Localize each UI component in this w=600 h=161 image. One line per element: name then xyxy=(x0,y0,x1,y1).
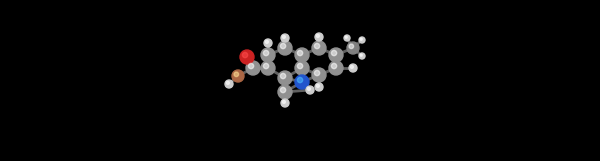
Circle shape xyxy=(347,42,359,54)
Circle shape xyxy=(234,72,239,77)
Circle shape xyxy=(359,53,365,59)
Circle shape xyxy=(349,64,357,72)
Circle shape xyxy=(232,70,244,82)
Circle shape xyxy=(329,48,343,62)
Circle shape xyxy=(295,61,309,75)
Circle shape xyxy=(312,68,326,82)
Circle shape xyxy=(349,44,353,49)
Circle shape xyxy=(298,50,303,56)
Circle shape xyxy=(261,61,275,75)
Circle shape xyxy=(242,52,248,58)
Circle shape xyxy=(298,77,303,83)
Circle shape xyxy=(246,61,260,75)
Circle shape xyxy=(307,87,310,90)
Circle shape xyxy=(280,73,286,79)
Circle shape xyxy=(240,50,254,64)
Circle shape xyxy=(283,100,286,103)
Circle shape xyxy=(278,71,292,85)
Circle shape xyxy=(280,87,286,93)
Circle shape xyxy=(331,50,337,56)
Circle shape xyxy=(316,84,319,87)
Circle shape xyxy=(329,61,343,75)
Circle shape xyxy=(314,43,320,49)
Circle shape xyxy=(263,50,269,56)
Circle shape xyxy=(226,81,229,84)
Circle shape xyxy=(345,36,347,38)
Circle shape xyxy=(359,37,365,43)
Circle shape xyxy=(295,75,309,89)
Circle shape xyxy=(360,54,362,56)
Circle shape xyxy=(225,80,233,88)
Circle shape xyxy=(295,48,309,62)
Circle shape xyxy=(261,48,275,62)
Circle shape xyxy=(312,41,326,55)
Circle shape xyxy=(306,86,314,94)
Circle shape xyxy=(278,85,292,99)
Circle shape xyxy=(283,35,286,38)
Circle shape xyxy=(264,39,272,47)
Circle shape xyxy=(350,65,353,68)
Circle shape xyxy=(265,40,268,43)
Circle shape xyxy=(278,41,292,55)
Circle shape xyxy=(298,63,303,69)
Circle shape xyxy=(314,70,320,76)
Circle shape xyxy=(360,38,362,40)
Circle shape xyxy=(263,63,269,69)
Circle shape xyxy=(280,43,286,49)
Circle shape xyxy=(331,63,337,69)
Circle shape xyxy=(316,34,319,37)
Circle shape xyxy=(248,63,254,69)
Circle shape xyxy=(315,83,323,91)
Circle shape xyxy=(344,35,350,41)
Circle shape xyxy=(281,34,289,42)
Circle shape xyxy=(281,99,289,107)
Circle shape xyxy=(315,33,323,41)
